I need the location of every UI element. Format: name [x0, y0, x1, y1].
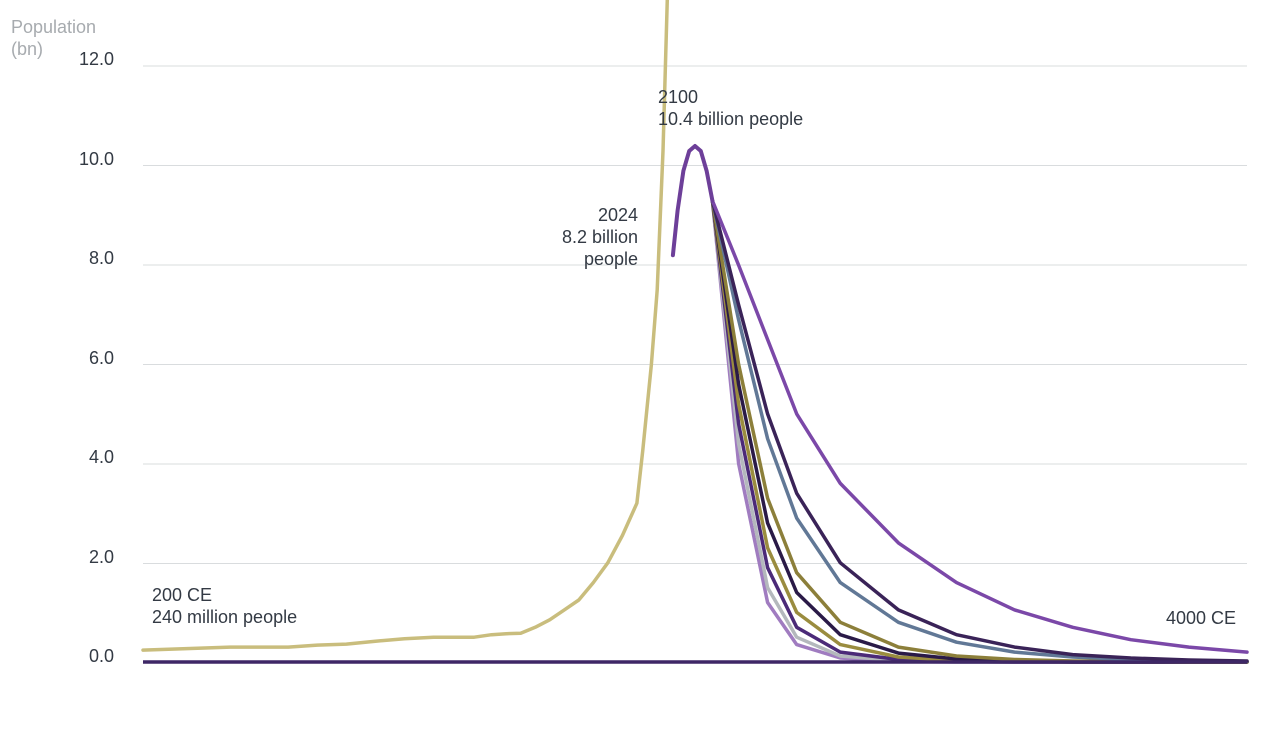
y-tick-label: 12.0 — [78, 49, 114, 69]
historical-series-line — [141, 0, 670, 652]
y-tick-label: 2.0 — [88, 546, 114, 567]
peak-annotation-value: 10.4 billion people — [658, 109, 804, 129]
y-tick-label: 8.0 — [88, 248, 114, 268]
peak-annotation-year: 2100 — [658, 87, 699, 107]
start-annotation-value: 240 million people — [152, 607, 298, 627]
start-annotation: 200 CE 240 million people — [152, 584, 297, 628]
current-annotation: 2024 8.2 billion people — [562, 204, 638, 270]
y-tick-label: 6.0 — [88, 347, 114, 368]
peak-annotation: 2100 10.4 billion people — [658, 86, 803, 130]
y-axis-label-line1: Population — [11, 17, 97, 37]
end-annotation: 4000 CE — [1166, 607, 1236, 629]
end-annotation-label: 4000 CE — [1166, 608, 1237, 628]
y-axis-label-line2: (bn) — [11, 39, 44, 59]
y-tick-label: 10.0 — [78, 148, 114, 169]
current-annotation-unit: people — [583, 249, 638, 269]
current-annotation-year: 2024 — [597, 205, 638, 225]
projection-series-line — [710, 198, 1249, 663]
y-axis-label: Population (bn) — [11, 16, 131, 60]
y-tick-label: 0.0 — [88, 646, 114, 666]
current-annotation-value: 8.2 billion — [561, 227, 638, 247]
y-tick-label: 4.0 — [88, 447, 114, 467]
start-annotation-year: 200 CE — [152, 585, 213, 605]
peak-series-line — [670, 144, 715, 258]
projection-series-line — [710, 198, 1249, 654]
